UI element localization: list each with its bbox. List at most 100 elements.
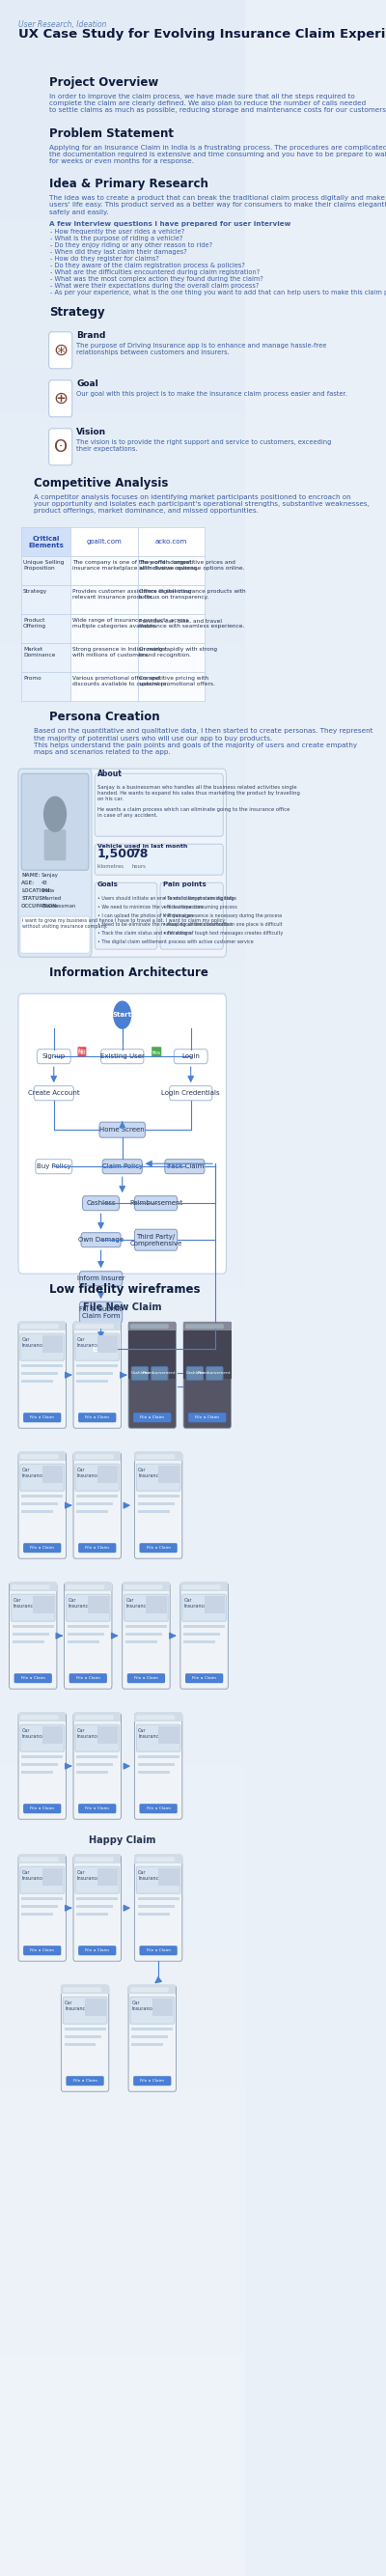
Bar xyxy=(21,644,70,672)
FancyBboxPatch shape xyxy=(130,1324,169,1329)
Text: AGE:: AGE: xyxy=(21,881,35,886)
FancyBboxPatch shape xyxy=(185,1324,224,1329)
FancyBboxPatch shape xyxy=(134,1195,177,1211)
FancyBboxPatch shape xyxy=(36,1159,72,1175)
Bar xyxy=(21,672,70,701)
Bar xyxy=(224,1324,229,1329)
FancyBboxPatch shape xyxy=(206,1368,223,1381)
Text: Unique Selling
Proposition: Unique Selling Proposition xyxy=(23,562,64,572)
Bar xyxy=(76,1510,108,1512)
Bar xyxy=(97,1868,118,1886)
Text: Own Damage: Own Damage xyxy=(78,1236,124,1242)
Text: File a Claim: File a Claim xyxy=(85,1417,109,1419)
Text: - What are the difficulties encountered during claim registration?: - What are the difficulties encountered … xyxy=(50,268,260,276)
Text: - Do they enjoy riding or any other reason to ride?: - Do they enjoy riding or any other reas… xyxy=(50,242,212,247)
Bar xyxy=(137,616,205,644)
FancyBboxPatch shape xyxy=(20,1723,64,1752)
Text: Our goal with this project is to make the insurance claim process easier and fas: Our goal with this project is to make th… xyxy=(76,392,347,397)
Text: Car
Insurance: Car Insurance xyxy=(77,1337,100,1347)
Bar xyxy=(19,1855,66,1862)
Bar xyxy=(73,1321,121,1332)
Bar xyxy=(129,1986,176,1994)
Text: Offers digital insurance products with
a focus on transparency.: Offers digital insurance products with a… xyxy=(139,590,246,600)
FancyBboxPatch shape xyxy=(75,1716,114,1721)
Bar xyxy=(137,1914,169,1917)
FancyBboxPatch shape xyxy=(78,1803,116,1814)
Text: Wide range of insurance products across
multiple categories available.: Wide range of insurance products across … xyxy=(72,618,188,629)
Bar xyxy=(176,1716,180,1721)
Bar xyxy=(137,1494,179,1497)
Text: - As per your experience, what is the one thing you want to add that can help us: - As per your experience, what is the on… xyxy=(50,289,386,296)
Text: Project Overview: Project Overview xyxy=(49,77,158,88)
Bar xyxy=(50,1584,54,1589)
Text: • Keeping all the documents in one place is difficult: • Keeping all the documents in one place… xyxy=(163,922,282,927)
Text: Car
Insurance: Car Insurance xyxy=(77,1728,100,1739)
FancyBboxPatch shape xyxy=(136,1857,175,1862)
Bar xyxy=(12,1625,54,1628)
FancyBboxPatch shape xyxy=(182,1595,226,1620)
Text: the majority of potential users who will use our app to buy products.: the majority of potential users who will… xyxy=(34,734,272,742)
Text: File a Claim: File a Claim xyxy=(134,1677,158,1680)
Bar xyxy=(137,1754,179,1759)
Text: The company is one of the world's largest
insurance marketplace with diverse opt: The company is one of the world's larges… xyxy=(72,562,198,572)
Text: Start: Start xyxy=(113,1012,132,1018)
Text: A few interview questions I have prepared for user interview: A few interview questions I have prepare… xyxy=(49,222,291,227)
Bar xyxy=(114,1455,119,1458)
Bar xyxy=(76,1494,118,1497)
Bar xyxy=(132,2043,163,2045)
Bar xyxy=(70,672,137,701)
Text: File a Claim: File a Claim xyxy=(85,1546,109,1551)
FancyBboxPatch shape xyxy=(83,1195,119,1211)
FancyBboxPatch shape xyxy=(152,1046,161,1056)
Text: Car
Insurance: Car Insurance xyxy=(132,2002,155,2012)
FancyBboxPatch shape xyxy=(20,1324,59,1329)
Bar xyxy=(129,1332,176,1378)
FancyBboxPatch shape xyxy=(134,1713,182,1819)
Text: File a Claim: File a Claim xyxy=(30,1417,54,1419)
Bar xyxy=(137,528,205,556)
FancyBboxPatch shape xyxy=(23,1543,61,1553)
Bar xyxy=(105,1584,110,1589)
Text: Reimbursement: Reimbursement xyxy=(129,1200,183,1206)
Bar xyxy=(97,1334,118,1352)
Bar xyxy=(59,1716,64,1721)
FancyBboxPatch shape xyxy=(20,917,90,953)
FancyBboxPatch shape xyxy=(21,773,89,871)
Text: Car
Insurance: Car Insurance xyxy=(22,1870,45,1880)
Text: relationships between customers and insurers.: relationships between customers and insu… xyxy=(76,350,230,355)
Bar xyxy=(42,1334,63,1352)
Bar xyxy=(42,1726,63,1744)
Text: File a Claim: File a Claim xyxy=(192,1677,216,1680)
Bar xyxy=(76,1899,118,1901)
Bar xyxy=(125,1633,162,1636)
Text: They offer competitive prices and
all-inclusive coverage options online.: They offer competitive prices and all-in… xyxy=(139,562,245,572)
FancyBboxPatch shape xyxy=(20,1857,59,1862)
Bar xyxy=(67,1633,104,1636)
Bar xyxy=(97,1466,118,1484)
Text: OCCUPATION:: OCCUPATION: xyxy=(21,904,60,909)
Bar xyxy=(176,1857,180,1862)
FancyBboxPatch shape xyxy=(151,1368,168,1381)
Text: • Finishing of tough text messages creates difficulty: • Finishing of tough text messages creat… xyxy=(163,930,283,935)
FancyBboxPatch shape xyxy=(14,1674,52,1682)
Bar xyxy=(176,1455,180,1458)
Text: maps and scenarios related to the app.: maps and scenarios related to the app. xyxy=(34,750,170,755)
Text: File a Claim: File a Claim xyxy=(195,1417,219,1419)
Bar xyxy=(183,1641,215,1643)
FancyBboxPatch shape xyxy=(23,1412,61,1422)
Text: NAME:: NAME: xyxy=(21,873,41,878)
FancyBboxPatch shape xyxy=(61,1986,109,2092)
FancyBboxPatch shape xyxy=(49,381,72,417)
FancyBboxPatch shape xyxy=(81,1234,121,1247)
Text: Third Party/
Comprehensive: Third Party/ Comprehensive xyxy=(130,1234,182,1247)
FancyBboxPatch shape xyxy=(20,1463,64,1492)
Bar xyxy=(137,1899,179,1901)
FancyBboxPatch shape xyxy=(66,1584,105,1589)
Bar xyxy=(33,1597,54,1613)
Text: 43: 43 xyxy=(42,881,48,886)
FancyBboxPatch shape xyxy=(44,829,66,860)
Text: Track Claim: Track Claim xyxy=(165,1164,204,1170)
Text: Car
Insurance: Car Insurance xyxy=(22,1337,45,1347)
Text: India: India xyxy=(42,889,54,894)
Bar xyxy=(64,2027,106,2030)
